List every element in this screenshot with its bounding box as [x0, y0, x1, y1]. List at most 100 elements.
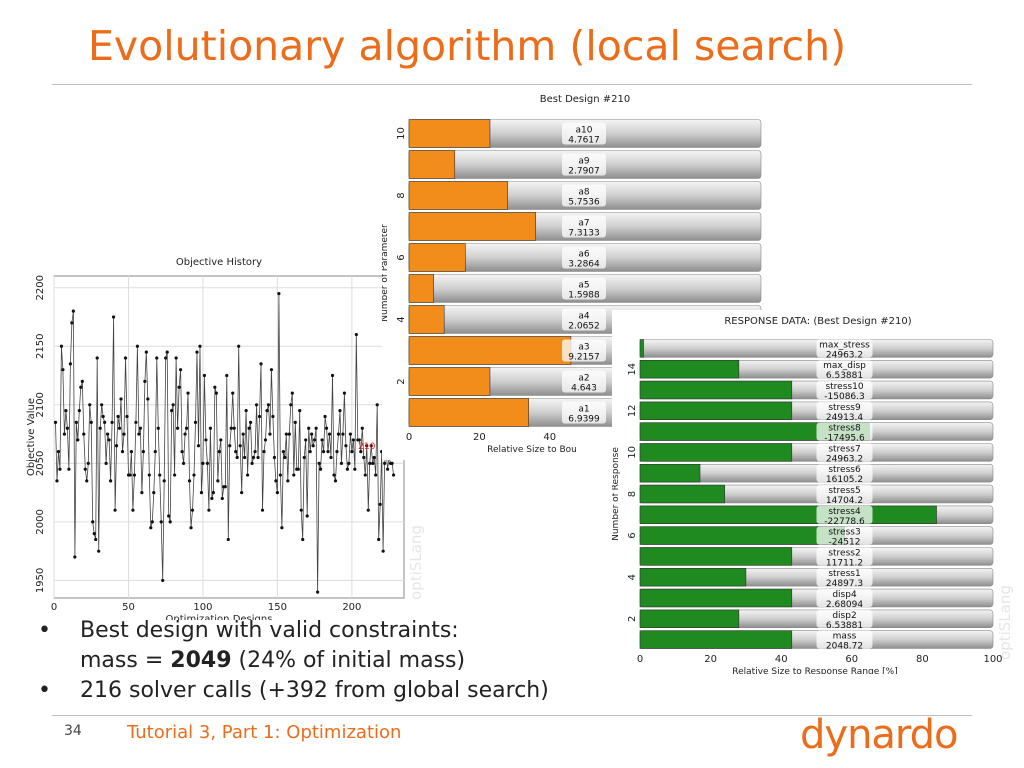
data-point [198, 344, 202, 348]
bar-value-label: -17495.6 [824, 434, 865, 444]
data-point [159, 520, 163, 524]
data-point [128, 473, 132, 477]
data-point [150, 520, 154, 524]
data-point [173, 473, 177, 477]
bar-a2 [408, 367, 491, 396]
data-point [263, 438, 268, 442]
bullet-item: • Best design with valid constraints: [38, 616, 549, 646]
data-point [246, 473, 250, 477]
data-point [316, 590, 320, 594]
data-point [64, 409, 68, 413]
x-tick-label: 100 [193, 602, 212, 613]
data-point [311, 444, 315, 448]
x-tick-label: 0 [51, 602, 57, 613]
data-point [183, 432, 187, 436]
bar-stress5 [639, 484, 726, 504]
bullet-text: mass = 2049 (24% of initial mass) [80, 648, 466, 673]
data-point [391, 473, 396, 477]
data-point [97, 549, 101, 553]
bar-label-box [816, 526, 873, 545]
bar-value-label: -15086.3 [824, 392, 864, 402]
x-tick-label: 100 [983, 654, 1002, 665]
y-tick-label: 8 [396, 192, 407, 198]
data-point [260, 508, 265, 512]
y-tick-label: 2 [396, 378, 407, 384]
data-point [176, 426, 180, 430]
data-point [344, 444, 348, 448]
data-point [210, 496, 214, 501]
data-point [231, 391, 235, 395]
data-point [330, 373, 335, 378]
bar-label-box [562, 122, 606, 145]
bar-a9 [408, 150, 456, 179]
data-point [377, 537, 381, 542]
data-point [235, 455, 239, 460]
data-point [129, 450, 134, 454]
data-point [100, 403, 104, 407]
bar-name-label: stress1 [828, 569, 860, 579]
bar-name-label: a1 [578, 405, 589, 415]
watermark: optiSLang [407, 525, 425, 600]
data-point [190, 508, 195, 512]
data-point [228, 444, 232, 448]
data-point [271, 414, 275, 419]
data-point [268, 432, 272, 436]
data-point [339, 461, 344, 465]
data-point [98, 426, 102, 430]
data-point [368, 461, 372, 465]
data-point [73, 555, 77, 559]
bar-name-label: a10 [576, 126, 593, 136]
x-tick-label: 40 [775, 654, 788, 665]
bar-name-label: stress2 [828, 548, 860, 558]
data-point [59, 344, 64, 348]
data-point [106, 432, 110, 436]
data-point [256, 455, 260, 460]
data-point [202, 373, 207, 378]
bar-label-box [816, 381, 873, 399]
best-design-panel: Best Design #210 a1 6.9399 a2 4.643 a3 9.2157 a… [380, 88, 788, 460]
chart-title: Objective History [176, 257, 262, 268]
x-tick-label: 60 [845, 654, 858, 665]
data-point [287, 432, 291, 436]
y-axis-label: Number of Parameter [382, 224, 390, 322]
bar-max_stress [639, 339, 644, 358]
bar-a4 [408, 305, 445, 334]
data-point [137, 432, 141, 436]
data-point [111, 315, 116, 319]
data-point [204, 438, 208, 442]
y-tick-label: 2200 [35, 275, 46, 300]
data-point [187, 479, 192, 483]
svg-text:dynardo: dynardo [800, 712, 958, 758]
data-point [302, 455, 306, 460]
bullet-text: 216 solver calls (+392 from global searc… [80, 678, 549, 703]
data-point [310, 432, 314, 436]
data-point [162, 479, 166, 483]
data-point [116, 414, 120, 419]
data-point [269, 368, 274, 372]
data-point [74, 420, 78, 424]
data-point [366, 508, 370, 512]
data-point [207, 508, 211, 512]
data-point [181, 461, 186, 465]
data-point [85, 479, 89, 483]
data-point [290, 391, 294, 395]
bar-value-label: 24913.4 [826, 413, 863, 423]
bar-stress4 [639, 505, 937, 524]
data-point [214, 391, 218, 395]
bar-label-box [816, 630, 873, 649]
objective-history-chart: Objective History19502000205021002150220… [26, 257, 425, 625]
bar-name-label: stress8 [828, 424, 861, 434]
data-point [113, 508, 117, 512]
data-point [168, 520, 172, 524]
data-point [67, 467, 71, 471]
data-point [61, 368, 65, 372]
data-point [275, 491, 280, 495]
bar-value-label: 4.643 [571, 384, 597, 394]
watermark: optiSLang [996, 585, 1014, 660]
bar-label-box [816, 568, 873, 587]
dynardo-logo-mark: dynardo [800, 712, 959, 758]
bar-value-label: -22778.6 [824, 517, 865, 527]
data-point [143, 379, 147, 383]
data-point [244, 409, 248, 413]
data-point [259, 362, 263, 366]
